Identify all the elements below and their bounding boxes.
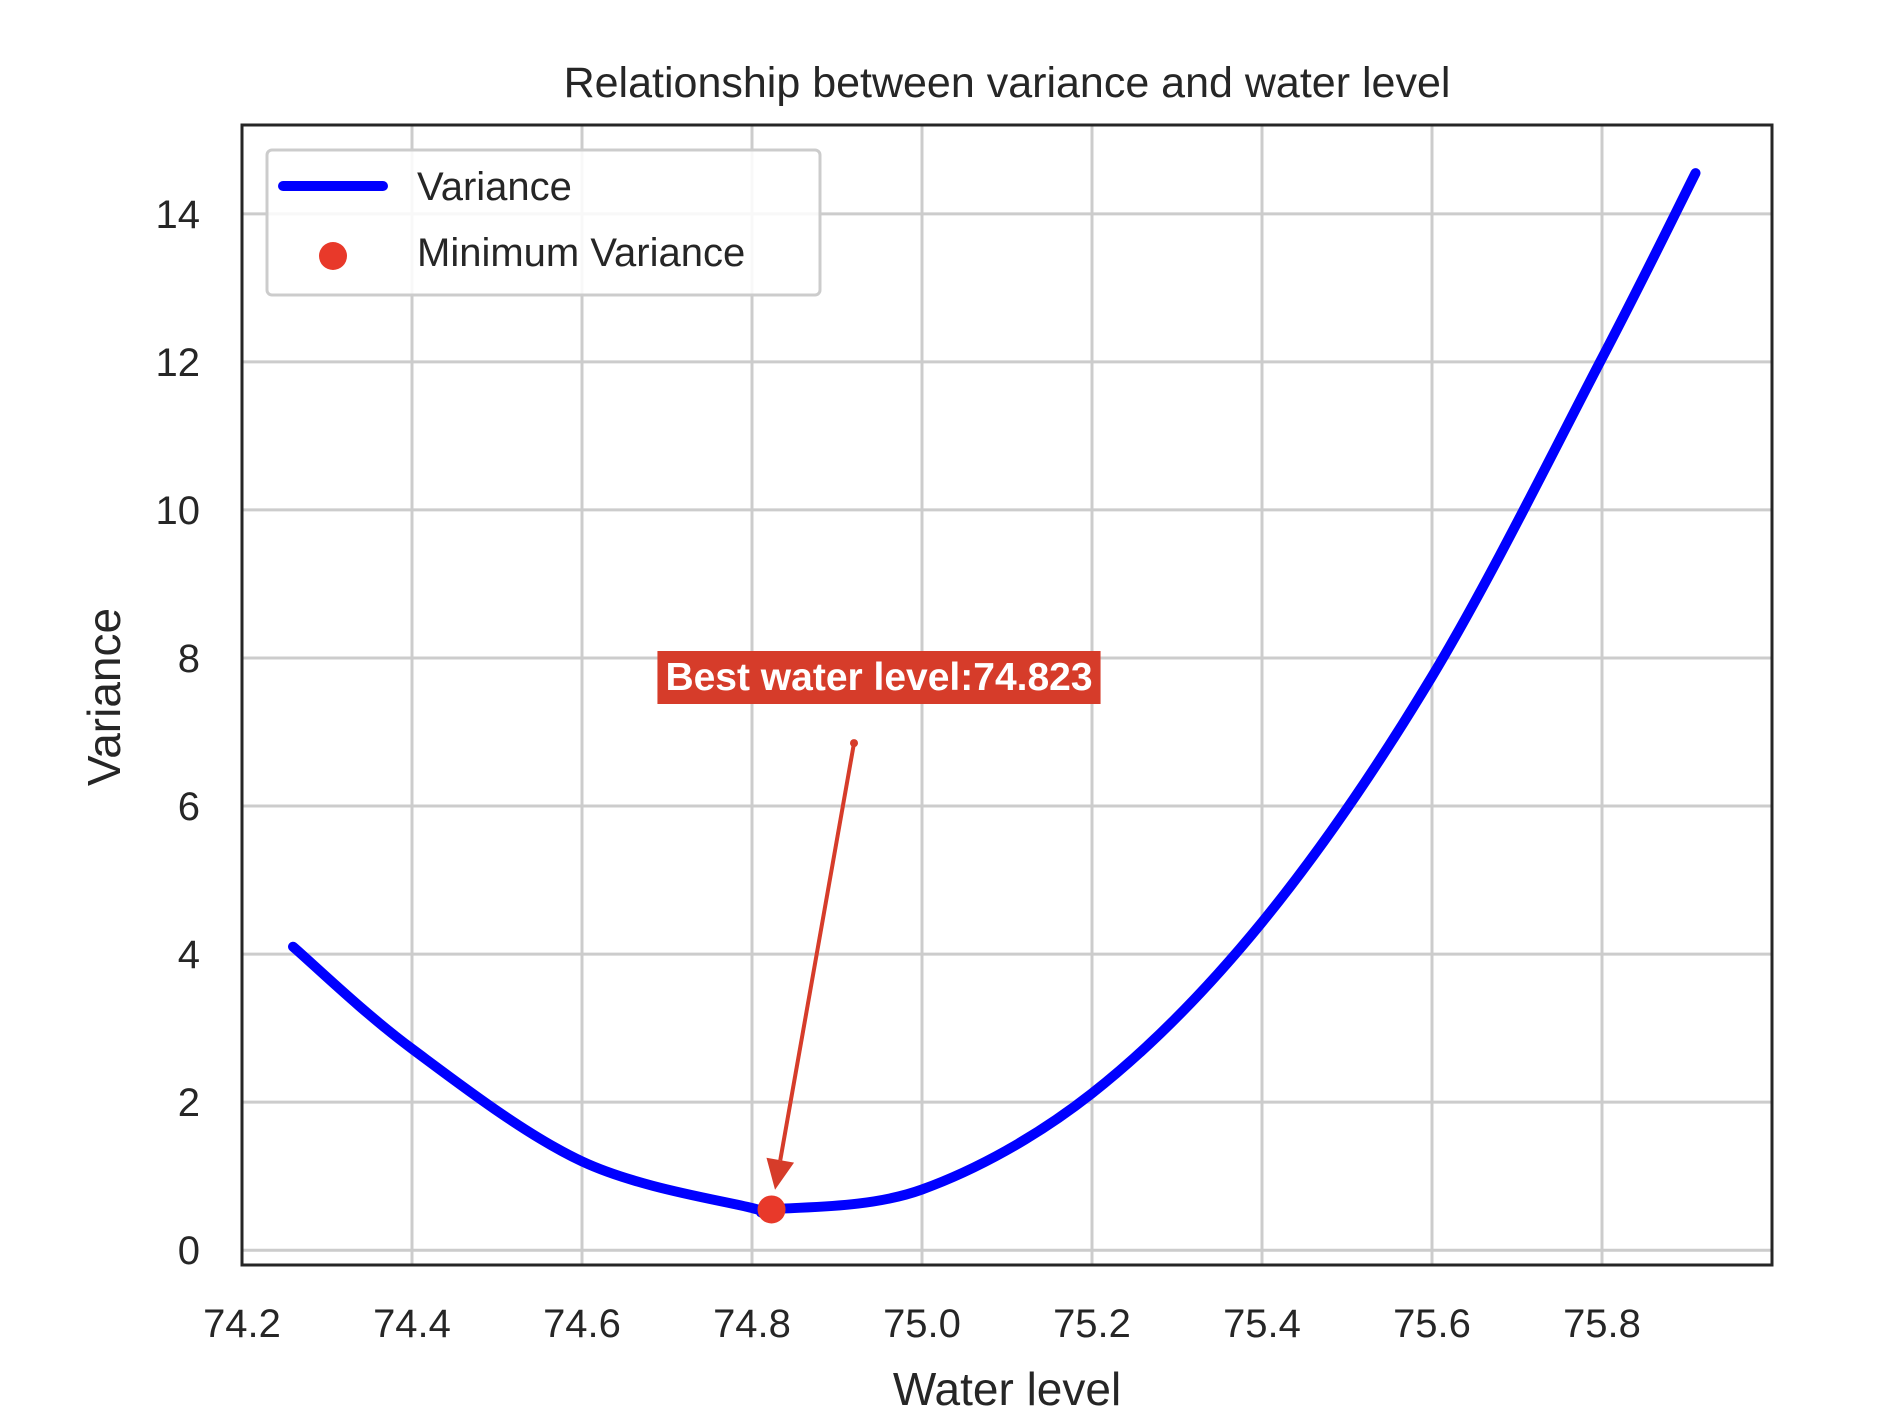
- legend: Variance Minimum Variance: [265, 148, 822, 297]
- x-tick-label: 74.8: [713, 1302, 791, 1346]
- legend-swatch-minimum: [319, 242, 347, 270]
- legend-box: [265, 148, 822, 297]
- y-tick-label: 4: [178, 933, 200, 977]
- y-tick-label: 12: [156, 341, 201, 385]
- y-axis-label: Variance: [78, 608, 130, 786]
- annotation-arrow-head: [766, 1157, 795, 1190]
- x-tick-label: 75.6: [1393, 1302, 1471, 1346]
- x-axis-label: Water level: [893, 1363, 1121, 1410]
- minimum-variance-point: [757, 1195, 786, 1224]
- chart-title: Relationship between variance and water …: [564, 59, 1451, 107]
- y-tick-label: 2: [178, 1081, 200, 1125]
- plot-frame: [240, 123, 1774, 1267]
- y-tick-label: 6: [178, 785, 200, 829]
- legend-label-variance: Variance: [417, 165, 572, 209]
- marker-layer: [757, 1195, 786, 1224]
- legend-label-minimum: Minimum Variance: [417, 231, 745, 275]
- y-tick-label: 14: [156, 193, 201, 237]
- variance-line: [288, 168, 1701, 1218]
- x-tick-label: 75.2: [1053, 1302, 1131, 1346]
- y-tick-label: 8: [178, 637, 200, 681]
- x-tick-label: 75.0: [883, 1302, 961, 1346]
- x-tick-label: 74.6: [543, 1302, 621, 1346]
- annotation-label: Best water level:74.823: [665, 656, 1092, 699]
- annotation-arrow-shaft: [778, 742, 856, 1161]
- x-tick-label: 74.2: [203, 1302, 281, 1346]
- curve-layer: [288, 168, 1701, 1218]
- annotation-arrow-tail: [850, 739, 858, 748]
- annotation-box: [657, 651, 1101, 704]
- y-tick-label: 10: [156, 489, 201, 533]
- x-tick-label: 75.8: [1563, 1302, 1641, 1346]
- y-tick-label: 0: [178, 1229, 200, 1273]
- x-tick-label: 74.4: [373, 1302, 451, 1346]
- x-tick-labels: 74.2 74.4 74.6 74.8 75.0 75.2 75.4 75.6 75.8: [203, 1302, 1641, 1346]
- annotation-layer: Best water level:74.823: [657, 651, 1101, 1190]
- y-tick-labels: 0 2 4 6 8 10 12 14: [156, 193, 201, 1273]
- x-tick-label: 75.4: [1223, 1302, 1301, 1346]
